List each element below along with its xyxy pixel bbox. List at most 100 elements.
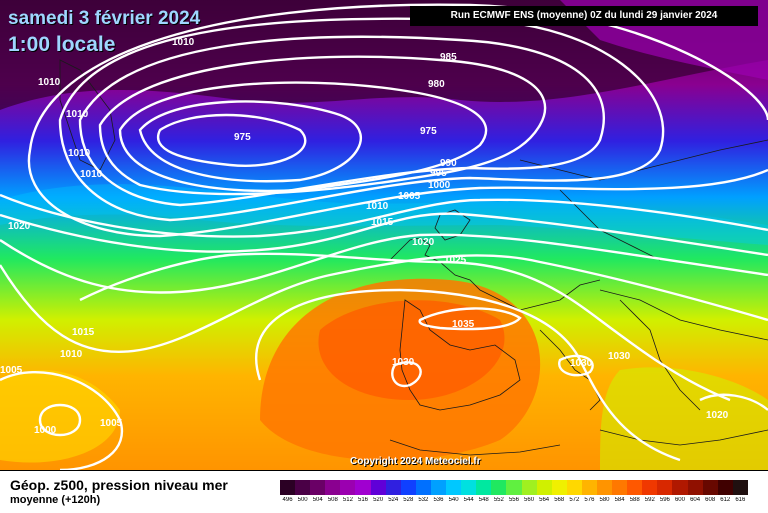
isobar-label: 995 (430, 168, 447, 179)
map-product-subtitle: moyenne (+120h) (10, 494, 101, 506)
legend-swatch (657, 480, 673, 495)
isobar-1015 (0, 233, 768, 294)
isobar-label: 1000 (34, 425, 57, 436)
legend-value: 536 (433, 497, 444, 503)
legend-swatch (325, 480, 341, 495)
legend-swatch (521, 480, 537, 495)
legend-swatch (581, 480, 597, 495)
legend-swatch (491, 480, 507, 495)
legend-value: 528 (403, 497, 414, 503)
legend-value: 552 (493, 497, 504, 503)
legend-swatch (732, 480, 748, 495)
isobar-label: 1010 (60, 349, 83, 360)
legend-value: 532 (418, 497, 429, 503)
legend-value: 544 (463, 497, 474, 503)
legend-swatch (596, 480, 613, 495)
jet-band (0, 184, 768, 245)
legend-value: 508 (327, 497, 338, 503)
legend-value: 520 (373, 497, 384, 503)
isobar-label: 1035 (452, 319, 475, 330)
isobar-label: 1010 (172, 37, 195, 48)
isobar-label: 1020 (8, 221, 31, 232)
isobar-label: 1025 (444, 255, 467, 266)
legend-swatch (400, 480, 416, 495)
isobar-label: 1030 (608, 351, 631, 362)
legend-swatch (370, 480, 386, 495)
isobar-975 (138, 100, 362, 183)
south-west-yellow (0, 370, 120, 463)
legend-swatch (672, 480, 688, 495)
legend-swatch (536, 480, 552, 495)
legend-value: 580 (599, 497, 610, 503)
legend-value: 592 (644, 497, 655, 503)
isobar-1025 (79, 252, 731, 402)
isobar-1030-iberia (391, 361, 422, 388)
legend-value: 608 (705, 497, 716, 503)
legend-value: 556 (508, 497, 519, 503)
legend-value: 584 (614, 497, 625, 503)
coastlines (59, 59, 768, 456)
legend-value: 600 (674, 497, 685, 503)
map-product-title: Géop. z500, pression niveau mer (10, 477, 228, 493)
legend-value: 576 (584, 497, 595, 503)
legend-value: 604 (690, 497, 701, 503)
legend-swatch (415, 480, 431, 495)
isobars (0, 3, 768, 470)
legend-swatch (702, 480, 718, 495)
isobar-label: 990 (440, 158, 457, 169)
legend-value: 572 (569, 497, 580, 503)
legend-swatch (340, 480, 356, 495)
legend-value: 612 (720, 497, 731, 503)
isobar-label: 1005 (398, 191, 421, 202)
map-canvas: 1010 985 980 975 975 1010 1010 1010 1010… (0, 0, 768, 470)
legend-swatch (506, 480, 522, 495)
isobar-1000-sw (38, 403, 82, 437)
isobar-label: 1010 (66, 109, 89, 120)
legend-swatch (627, 480, 643, 495)
isobar-label: 975 (420, 126, 437, 137)
isobar-label: 1020 (706, 410, 729, 421)
copyright-notice: Copyright 2024 Meteociel.fr (350, 456, 481, 467)
isobar-label: 1030 (570, 358, 593, 369)
legend-value: 504 (312, 497, 323, 503)
legend-swatch (355, 480, 371, 495)
weather-map: 1010 985 980 975 975 1010 1010 1010 1010… (0, 0, 768, 470)
isobar-label: 1010 (80, 169, 103, 180)
isobar-label: 1015 (72, 327, 95, 338)
isobar-label: 985 (440, 52, 457, 63)
isobar-1030 (254, 288, 681, 462)
legend-value: 540 (448, 497, 459, 503)
isobar-labels: 1010 985 980 975 975 1010 1010 1010 1010… (0, 37, 729, 436)
isobar-985 (98, 55, 547, 196)
legend-value: 564 (539, 497, 550, 503)
isobar-label: 1005 (0, 365, 23, 376)
legend-value: 548 (478, 497, 489, 503)
isobar-980 (118, 81, 488, 193)
legend-value: 516 (358, 497, 369, 503)
legend-swatch (430, 480, 447, 495)
south-east-green (600, 367, 768, 470)
isobar-1035 (418, 307, 522, 331)
legend-swatch (612, 480, 628, 495)
isobar-label: 975 (234, 132, 251, 143)
legend-swatch (717, 480, 733, 495)
isobar-label: 1010 (68, 148, 91, 159)
isobar-1005 (0, 193, 768, 238)
isobar-1005-sw (0, 371, 123, 470)
legend-swatch (642, 480, 658, 495)
isobar-1020-se (699, 393, 768, 411)
legend-swatch (476, 480, 492, 495)
isobar-label: 1000 (428, 180, 451, 191)
color-scale-legend (280, 480, 748, 495)
legend-swatch (446, 480, 462, 495)
isobar-label: 1020 (412, 237, 435, 248)
ridge-center (318, 300, 505, 400)
map-footer: Géop. z500, pression niveau mer moyenne … (0, 470, 768, 513)
isobar-975-inner (157, 113, 307, 167)
isobar-label: 980 (428, 79, 445, 90)
isobar-label: 1015 (371, 217, 394, 228)
legend-swatch (566, 480, 582, 495)
legend-value: 500 (297, 497, 308, 503)
legend-swatch (385, 480, 401, 495)
map-date-title: samedi 3 février 2024 (8, 8, 201, 29)
